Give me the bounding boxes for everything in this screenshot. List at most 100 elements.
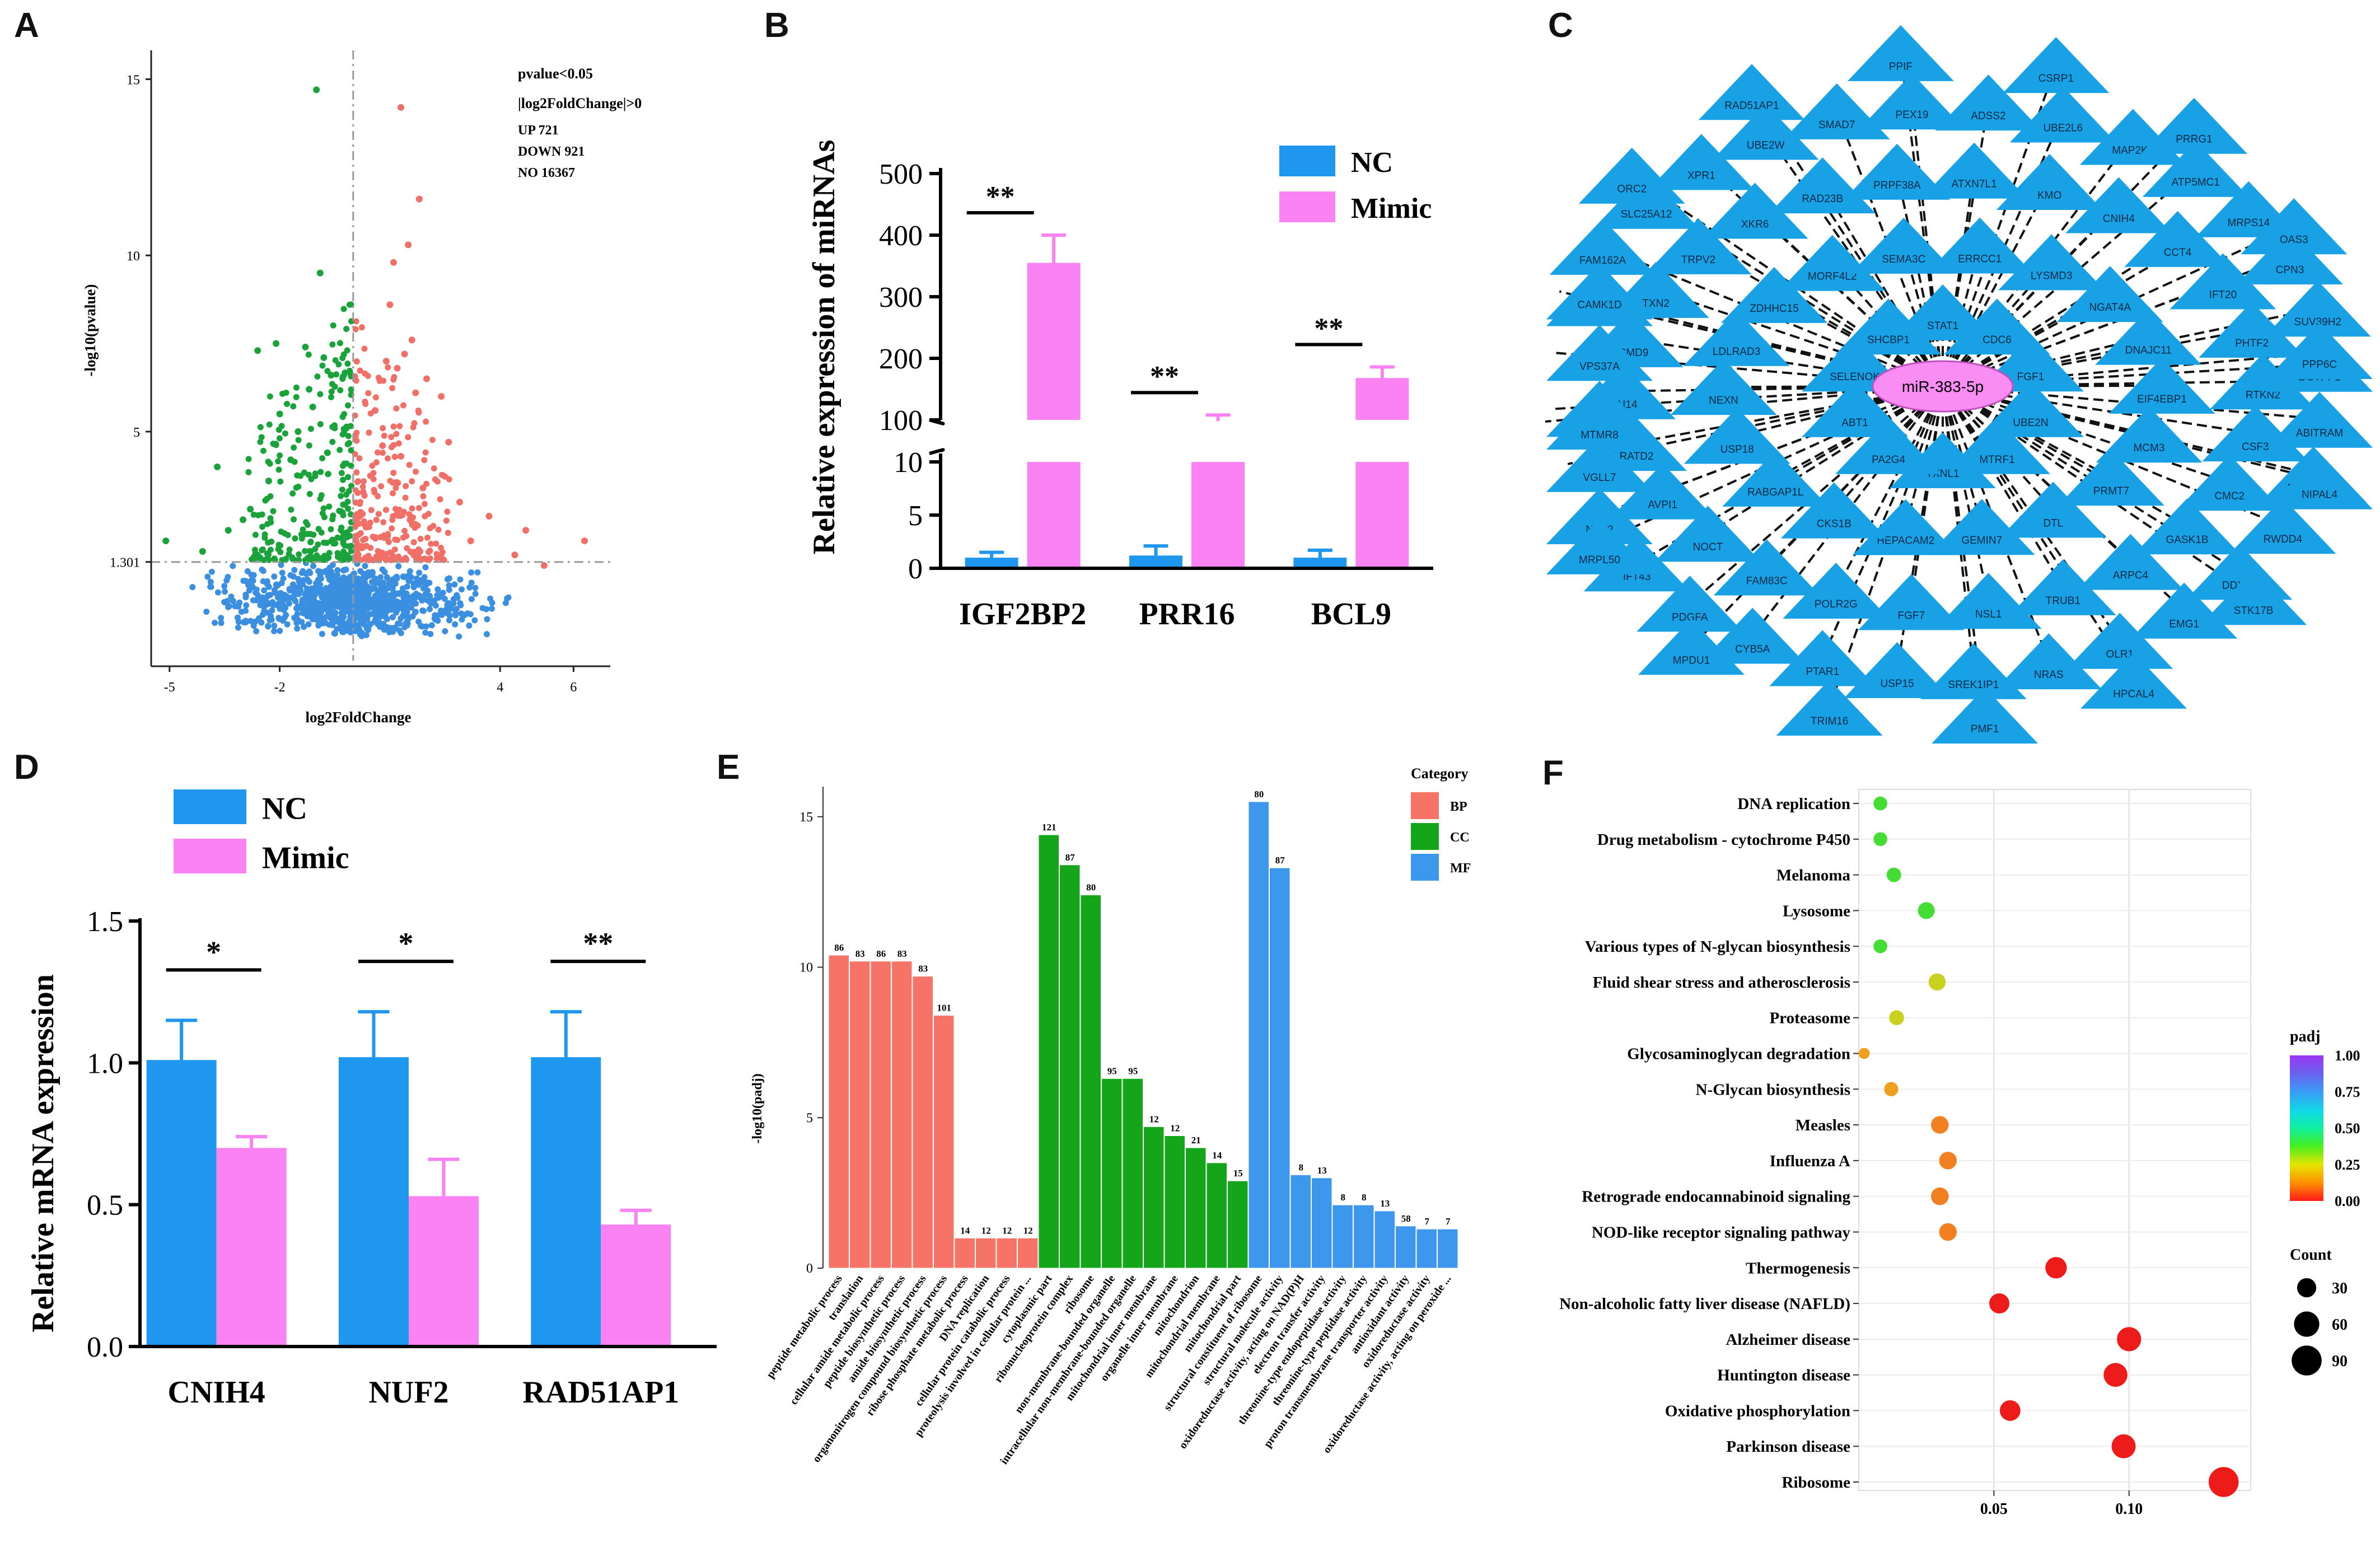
target-node-label: IFT20 [2209, 289, 2237, 301]
volcano-x-axis-label: log2FoldChange [305, 709, 411, 726]
up-point [401, 527, 408, 534]
no-point [471, 617, 478, 624]
up-point [354, 550, 361, 557]
no-point [372, 575, 378, 582]
down-point [328, 389, 335, 395]
target-node-triangle [1935, 573, 2042, 629]
target-node-label: CCT4 [2164, 247, 2192, 259]
target-node-label: MTMR8 [1581, 429, 1619, 441]
pathway-label: Various types of N-glycan biosynthesis [1585, 938, 1850, 956]
target-node-triangle [2176, 455, 2283, 511]
no-point [304, 576, 311, 583]
no-point [310, 563, 317, 569]
down-point [277, 478, 284, 485]
target-node-triangle [2056, 266, 2163, 322]
target-node-label: CSRP1 [2038, 73, 2074, 85]
bar-mimic-rad51ap1 [601, 1224, 671, 1347]
no-point [382, 592, 389, 599]
down-point [346, 440, 353, 446]
pathway-label: Retrograde endocannabinoid signaling [1582, 1188, 1850, 1206]
pathway-dot [1889, 1010, 1904, 1026]
target-node-triangle [1546, 436, 1653, 492]
target-node-triangle [2009, 559, 2116, 615]
no-point [354, 623, 361, 629]
pathway-dot [2208, 1467, 2239, 1497]
up-point [429, 437, 436, 443]
no-point [441, 596, 448, 602]
no-point [248, 572, 255, 578]
up-point [440, 472, 447, 479]
no-point [332, 609, 339, 616]
up-point [456, 498, 464, 506]
up-point [402, 494, 409, 501]
no-point [215, 589, 222, 596]
down-point [309, 403, 316, 410]
down-point [326, 503, 333, 510]
up-point [409, 478, 415, 485]
target-node-triangle [2140, 97, 2247, 154]
padj-colorbar-label: 0.75 [2335, 1084, 2360, 1100]
down-point [275, 427, 282, 433]
target-node-label: NOCT [1693, 541, 1723, 553]
target-node-label: NIPAL4 [2302, 489, 2338, 501]
no-point [419, 607, 426, 614]
target-node-label: AVPI1 [1648, 499, 1677, 511]
up-point [389, 479, 396, 486]
volcano-y-tick-label: 5 [133, 426, 140, 440]
up-point [352, 487, 359, 494]
target-node-label: RAD51AP1 [1724, 100, 1779, 111]
target-node-label: STAT1 [1927, 320, 1958, 332]
mirna-y-tick-label: 5 [908, 500, 923, 532]
no-point [203, 609, 210, 615]
target-node-label: ADSS2 [1971, 110, 2005, 122]
no-point [284, 621, 291, 628]
go-legend-label-cc: CC [1450, 830, 1470, 845]
target-node-label: TRPV2 [1681, 254, 1715, 266]
no-point [277, 628, 283, 634]
up-point [437, 496, 443, 503]
panel-label-e: E [717, 748, 740, 787]
no-point [278, 562, 284, 568]
target-node-label: PTAR1 [1806, 666, 1839, 677]
pathway-dot [1873, 939, 1887, 953]
up-point [375, 548, 381, 554]
significance-mark: ** [583, 927, 613, 960]
no-point [371, 611, 377, 618]
up-point [415, 195, 423, 203]
down-point [266, 421, 273, 428]
go-legend-title: Category [1411, 765, 1469, 782]
target-node-triangle [1549, 218, 1656, 275]
up-point [352, 499, 359, 506]
up-point [357, 530, 364, 536]
dot-plot-background [1858, 789, 2251, 1491]
down-point [306, 386, 313, 393]
no-point [474, 569, 481, 576]
down-point [265, 478, 272, 484]
target-node-label: TRUB1 [2046, 595, 2080, 607]
down-point [295, 483, 302, 490]
no-point [451, 581, 458, 588]
go-bar-count: 12 [1170, 1123, 1180, 1134]
bar-nc-rad51ap1 [531, 1057, 601, 1347]
target-node-label: OAS3 [2280, 234, 2308, 246]
target-node-label: ATP5MC1 [2172, 177, 2220, 189]
target-node-triangle [2199, 301, 2306, 358]
mirna-x-tick-label: BCL9 [1311, 597, 1391, 632]
up-point [355, 478, 362, 485]
no-point [301, 624, 307, 630]
down-point [284, 532, 291, 539]
no-point [300, 610, 306, 616]
no-point [287, 595, 293, 601]
target-node-label: SLC25A12 [1621, 209, 1672, 221]
target-node-label: RTKN2 [2246, 389, 2280, 401]
target-node-triangle [1935, 74, 2042, 131]
no-point [321, 568, 328, 575]
no-point [250, 577, 256, 584]
no-point [253, 597, 260, 604]
no-point [358, 606, 364, 613]
no-point [286, 600, 292, 607]
down-point [317, 469, 324, 475]
down-point [304, 556, 311, 563]
no-point [433, 602, 439, 609]
up-point [409, 505, 415, 512]
